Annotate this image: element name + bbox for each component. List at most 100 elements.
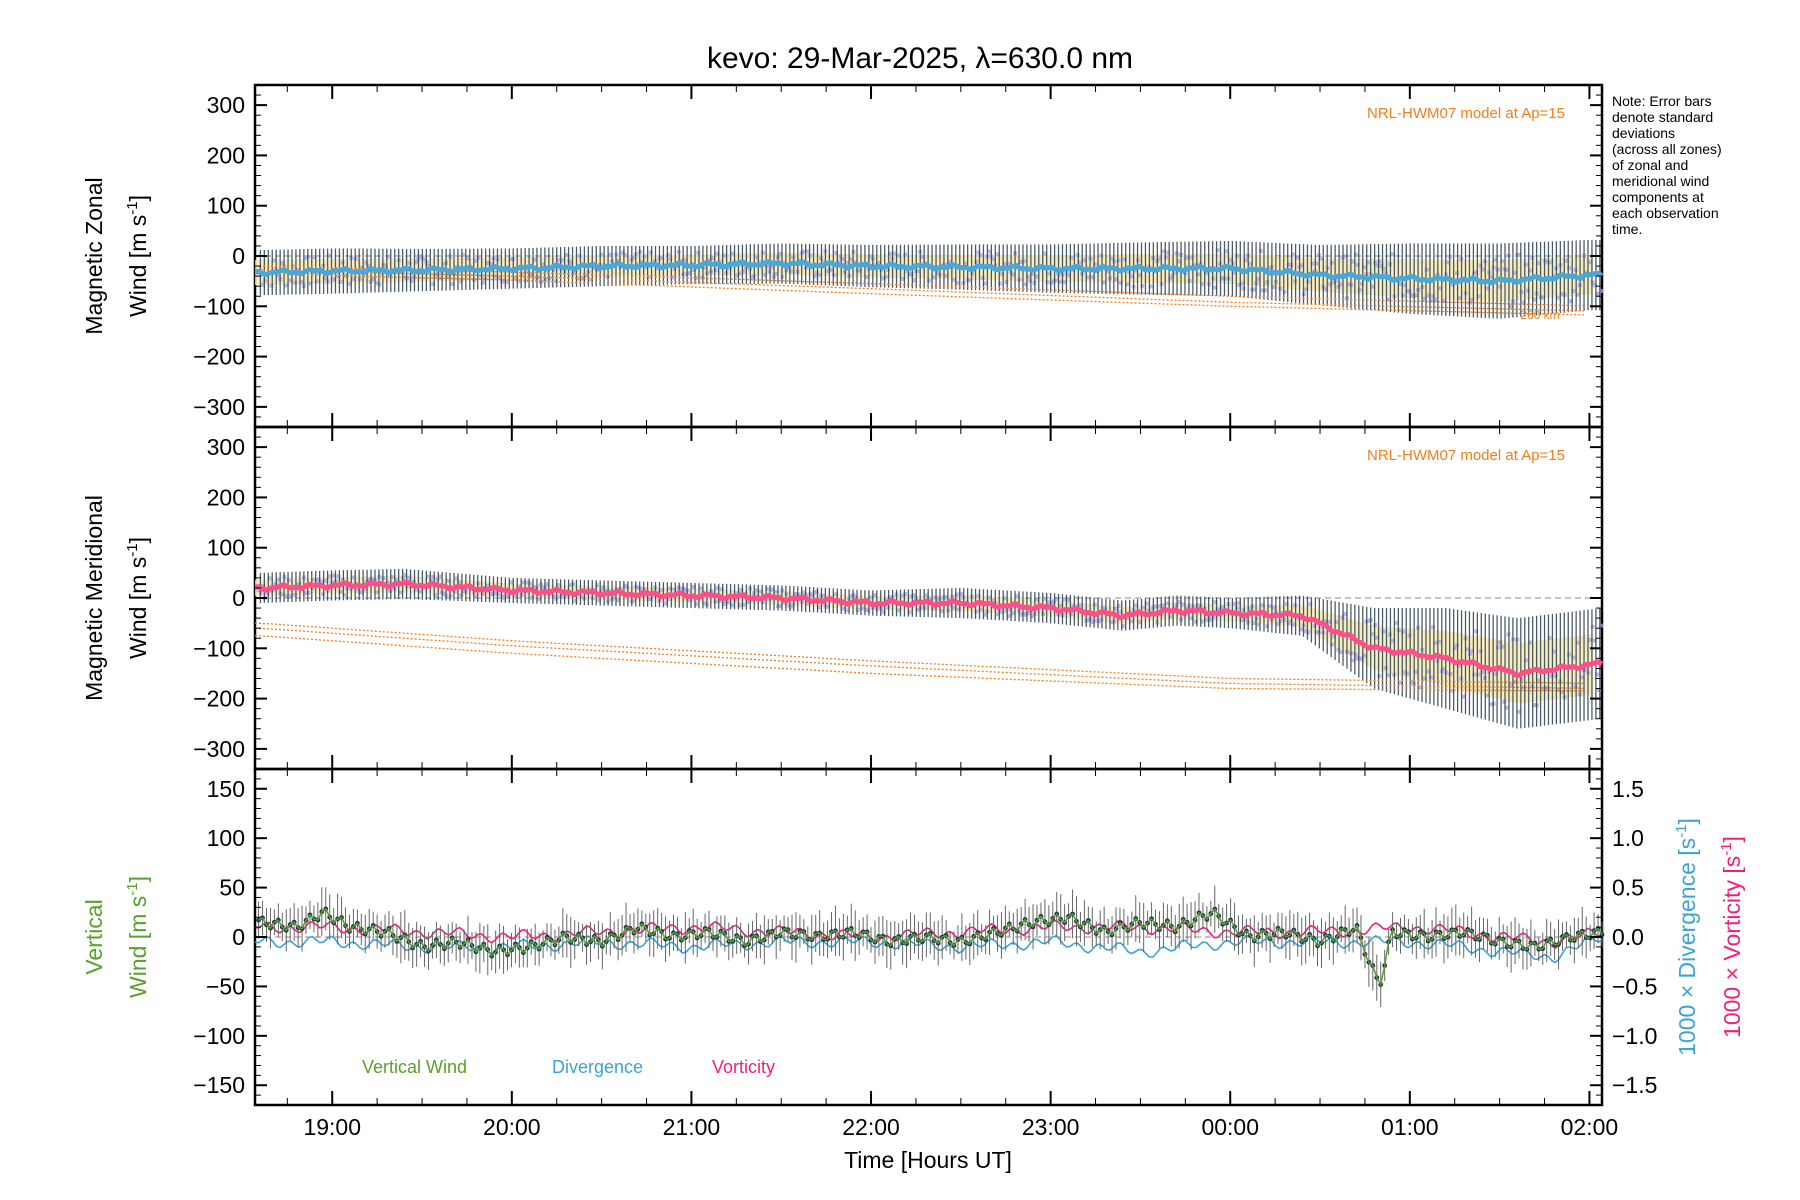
zone-wind-point <box>1547 260 1552 265</box>
zone-wind-point <box>1023 282 1028 287</box>
zone-wind-point <box>916 269 921 274</box>
zone-wind-point <box>1437 286 1442 291</box>
zone-wind-point <box>1219 276 1224 281</box>
zone-wind-point <box>1504 705 1509 710</box>
zone-wind-point <box>967 278 972 283</box>
zone-wind-point <box>672 266 677 271</box>
zone-wind-point <box>765 586 770 591</box>
zone-wind-point <box>767 596 772 601</box>
zone-wind-point <box>1097 619 1102 624</box>
zone-wind-point <box>1295 255 1300 260</box>
zone-wind-point <box>1441 667 1446 672</box>
zone-wind-point <box>881 609 886 614</box>
zone-wind-point <box>1517 709 1522 714</box>
y-tick-label: −300 <box>193 736 245 762</box>
zone-wind-point <box>280 592 285 597</box>
zone-wind-point <box>1049 280 1054 285</box>
zone-wind-point <box>1426 669 1431 674</box>
y-tick-label: 200 <box>207 484 245 510</box>
zone-wind-point <box>461 589 466 594</box>
zone-wind-point <box>883 274 888 279</box>
zone-wind-point <box>838 601 843 606</box>
zone-wind-point <box>500 594 505 599</box>
zone-wind-point <box>855 607 860 612</box>
zone-wind-point <box>422 257 427 262</box>
zone-wind-point <box>679 587 684 592</box>
zone-wind-point <box>431 574 436 579</box>
zone-wind-point <box>454 576 459 581</box>
zone-wind-point <box>1476 294 1481 299</box>
zone-wind-point <box>791 602 796 607</box>
zone-wind-point <box>696 250 701 255</box>
zone-wind-point <box>1243 617 1248 622</box>
zone-wind-point <box>1418 685 1423 690</box>
zone-wind-point <box>1599 623 1604 628</box>
zone-wind-point <box>769 264 774 269</box>
zone-wind-point <box>370 277 375 282</box>
zone-wind-point <box>474 594 479 599</box>
zone-wind-point <box>1355 656 1360 661</box>
zone-wind-point <box>1118 609 1123 614</box>
zone-wind-point <box>1342 611 1347 616</box>
vertical-wind-line <box>258 907 1603 987</box>
zone-wind-point <box>1015 594 1020 599</box>
zone-wind-point <box>713 599 718 604</box>
zone-wind-point <box>1385 673 1390 678</box>
zone-wind-point <box>788 605 793 610</box>
zone-wind-point <box>1252 287 1257 292</box>
y-tick-label: −150 <box>193 1072 245 1098</box>
zone-wind-point <box>1187 279 1192 284</box>
zone-wind-point <box>1235 253 1240 258</box>
zone-wind-point <box>1002 262 1007 267</box>
zone-wind-point <box>366 263 371 268</box>
zone-wind-point <box>1424 267 1429 272</box>
zone-wind-point <box>1217 261 1222 266</box>
zone-wind-point <box>1532 297 1537 302</box>
zone-wind-point <box>288 278 293 283</box>
zone-wind-point <box>773 589 778 594</box>
x-tick-label: 22:00 <box>842 1114 900 1140</box>
zone-wind-point <box>1237 283 1242 288</box>
y-tick-label: −100 <box>193 293 245 319</box>
zone-wind-point <box>1366 619 1371 624</box>
zone-wind-point <box>950 594 955 599</box>
zone-wind-point <box>666 597 671 602</box>
zone-wind-point <box>1342 254 1347 259</box>
zone-wind-point <box>1187 604 1192 609</box>
zone-wind-point <box>1526 288 1531 293</box>
zone-wind-point <box>911 278 916 283</box>
x-tick-label: 21:00 <box>663 1114 721 1140</box>
zone-wind-point <box>1502 266 1507 271</box>
zone-wind-point <box>1398 282 1403 287</box>
zone-wind-point <box>1099 617 1104 622</box>
zone-wind-point <box>569 260 574 265</box>
zone-wind-point <box>844 608 849 613</box>
zone-wind-point <box>1513 270 1518 275</box>
zone-wind-point <box>1092 262 1097 267</box>
zone-wind-point <box>1429 675 1434 680</box>
zone-wind-point <box>433 593 438 598</box>
x-tick-label: 20:00 <box>483 1114 541 1140</box>
model-line-1 <box>254 269 1585 312</box>
zone-wind-point <box>1403 283 1408 288</box>
zone-wind-point <box>1161 249 1166 254</box>
zone-wind-point <box>916 607 921 612</box>
zone-wind-point <box>963 261 968 266</box>
y-tick-label: 300 <box>207 92 245 118</box>
zone-wind-point <box>517 584 522 589</box>
zone-wind-point <box>1476 672 1481 677</box>
zone-wind-point <box>271 258 276 263</box>
zone-wind-point <box>1431 625 1436 630</box>
zone-wind-point <box>426 263 431 268</box>
zone-wind-point <box>1114 606 1119 611</box>
divergence-line <box>254 934 1603 964</box>
zone-wind-point <box>1260 603 1265 608</box>
zone-wind-point <box>784 591 789 596</box>
zone-wind-point <box>489 262 494 267</box>
zone-wind-point <box>1116 604 1121 609</box>
zone-wind-point <box>1256 276 1261 281</box>
zone-wind-point <box>974 609 979 614</box>
zone-wind-point <box>1579 675 1584 680</box>
zone-wind-point <box>1599 288 1604 293</box>
zone-wind-point <box>844 260 849 265</box>
